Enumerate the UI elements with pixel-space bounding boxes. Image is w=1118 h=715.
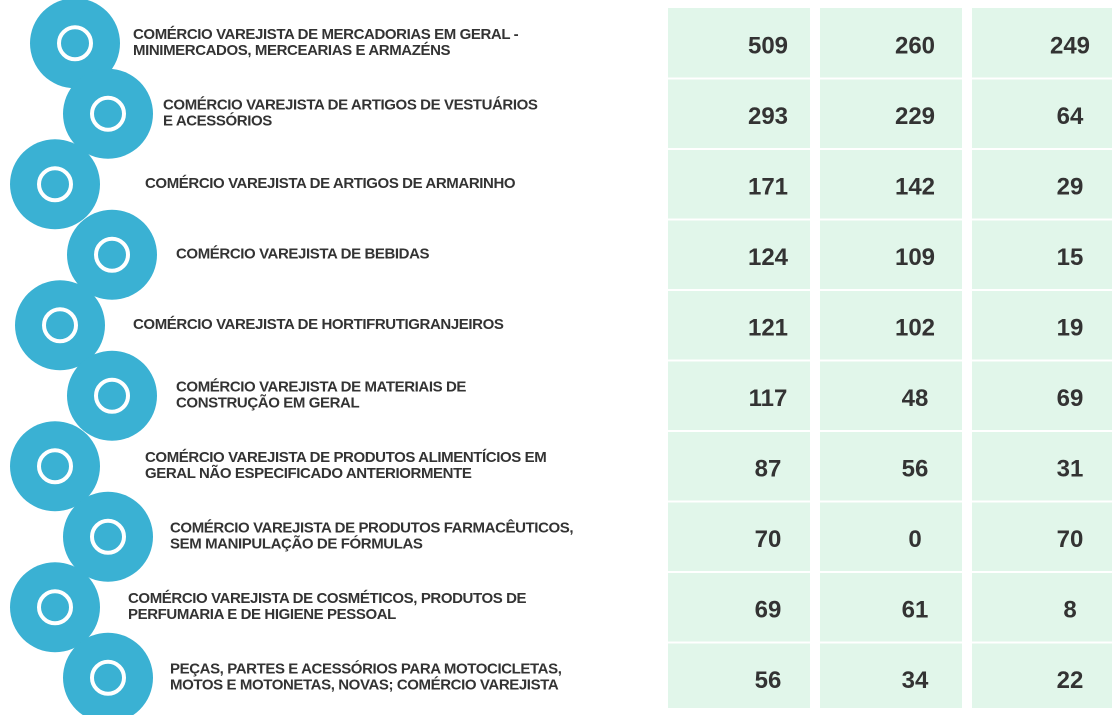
row-label: COMÉRCIO VAREJISTA DE BEBIDAS [176,246,430,263]
icon-circle [63,68,153,159]
icon-circle [10,421,100,512]
icon-glyph [90,518,126,555]
cell-value: 124 [748,244,789,271]
cell-value: 69 [755,597,782,624]
cell-value: 142 [895,174,935,201]
row-label: COMÉRCIO VAREJISTA DE COSMÉTICOS, PRODUT… [128,590,527,607]
cell-value: 102 [895,315,935,342]
row-label: MINIMERCADOS, MERCEARIAS E ARMAZÉNS [133,42,451,59]
cell-value: 293 [748,103,788,130]
icon-glyph [37,448,73,485]
column-bg [972,8,1112,708]
cell-value: 69 [1057,385,1084,412]
icon-glyph [94,377,130,414]
icon-circle [63,491,153,582]
cell-value: 19 [1057,315,1084,342]
cell-value: 0 [908,526,921,553]
icon-glyph [90,659,126,696]
cell-value: 117 [749,385,788,412]
column-bg [820,8,962,708]
icon-glyph [57,25,93,62]
cell-value: 109 [895,244,935,271]
row-label: COMÉRCIO VAREJISTA DE MATERIAIS DE [176,379,466,396]
row-label: COMÉRCIO VAREJISTA DE MERCADORIAS EM GER… [133,26,519,43]
row-label: CONSTRUÇÃO EM GERAL [176,394,359,412]
cell-value: 87 [755,456,782,483]
row-label: PERFUMARIA E DE HIGIENE PESSOAL [128,606,396,623]
cell-value: 171 [748,174,788,201]
row-label: MOTOS E MOTONETAS, NOVAS; COMÉRCIO VAREJ… [170,677,559,694]
row-label: COMÉRCIO VAREJISTA DE HORTIFRUTIGRANJEIR… [133,316,504,333]
icon-glyph [90,95,126,132]
cell-value: 229 [895,103,935,130]
icon-glyph [94,236,130,273]
icon-circle [67,209,157,300]
icon-circle [10,139,100,230]
row-label: COMÉRCIO VAREJISTA DE PRODUTOS ALIMENTÍC… [145,449,546,466]
cell-value: 34 [902,667,929,694]
cell-value: 29 [1057,174,1084,201]
cell-value: 121 [748,315,788,342]
row-label: COMÉRCIO VAREJISTA DE ARTIGOS DE ARMARIN… [145,175,516,192]
cell-value: 70 [755,526,782,553]
icon-circle [15,280,105,371]
icon-circle [30,0,120,89]
icon-glyph [42,307,78,344]
cell-value: 8 [1063,597,1076,624]
cell-value: 56 [902,456,929,483]
cell-value: 61 [902,597,929,624]
cell-value: 56 [755,667,782,694]
icon-glyph [37,166,73,203]
cell-value: 509 [748,33,788,60]
cell-value: 249 [1050,33,1090,60]
cell-value: 48 [902,385,929,412]
cell-value: 260 [895,33,935,60]
cell-value: 31 [1057,456,1084,483]
row-label: E ACESSÓRIOS [163,112,272,130]
row-label: SEM MANIPULAÇÃO DE FÓRMULAS [170,535,423,553]
row-label: COMÉRCIO VAREJISTA DE ARTIGOS DE VESTUÁR… [163,97,538,114]
column-bg [668,8,810,708]
cell-value: 15 [1057,244,1084,271]
row-label: PEÇAS, PARTES E ACESSÓRIOS PARA MOTOCICL… [170,660,562,678]
row-label: COMÉRCIO VAREJISTA DE PRODUTOS FARMACÊUT… [170,519,573,537]
cell-value: 64 [1057,103,1084,130]
cell-value: 70 [1057,526,1084,553]
row-label: GERAL NÃO ESPECIFICADO ANTERIORMENTE [145,464,472,482]
icon-glyph [37,589,73,626]
icon-circle [67,350,157,441]
icon-circle [63,632,153,715]
cell-value: 22 [1057,667,1084,694]
icon-circle [10,562,100,653]
